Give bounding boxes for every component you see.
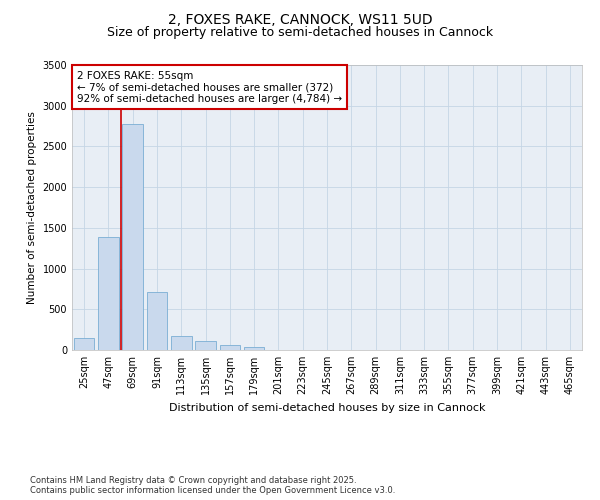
Bar [74, 338, 94, 350]
Bar [171, 336, 191, 350]
Text: 2, FOXES RAKE, CANNOCK, WS11 5UD: 2, FOXES RAKE, CANNOCK, WS11 5UD [167, 12, 433, 26]
Bar [122, 124, 143, 350]
Bar [98, 237, 119, 350]
Bar [220, 345, 240, 350]
Bar [195, 342, 216, 350]
Text: Size of property relative to semi-detached houses in Cannock: Size of property relative to semi-detach… [107, 26, 493, 39]
Bar [244, 346, 265, 350]
Bar [146, 292, 167, 350]
X-axis label: Distribution of semi-detached houses by size in Cannock: Distribution of semi-detached houses by … [169, 402, 485, 412]
Text: Contains HM Land Registry data © Crown copyright and database right 2025.
Contai: Contains HM Land Registry data © Crown c… [30, 476, 395, 495]
Text: 2 FOXES RAKE: 55sqm
← 7% of semi-detached houses are smaller (372)
92% of semi-d: 2 FOXES RAKE: 55sqm ← 7% of semi-detache… [77, 70, 342, 104]
Y-axis label: Number of semi-detached properties: Number of semi-detached properties [27, 111, 37, 304]
